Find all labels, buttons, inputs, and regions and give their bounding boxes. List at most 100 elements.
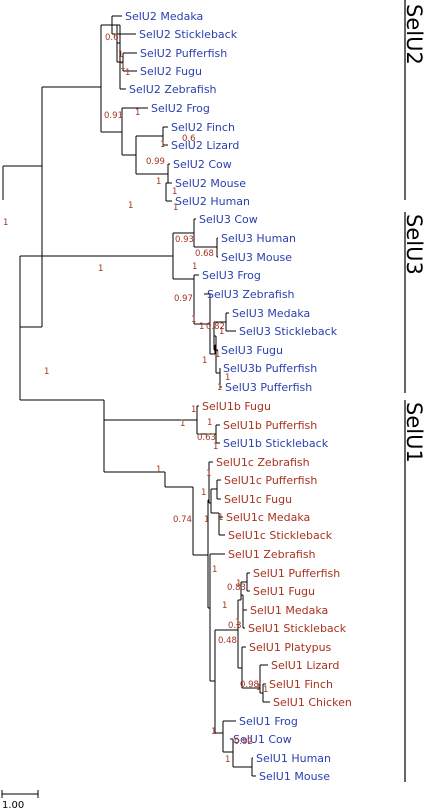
support-value: 0.6 [105,33,119,43]
support-value: 1 [128,201,133,211]
taxon-label: SelU1 Lizard [271,659,339,672]
support-value: 1 [118,50,123,60]
taxon-label: SelU2 Frog [151,102,210,115]
taxon-label: SelU1c Stickleback [228,529,333,542]
taxon-label: SelU3 Mouse [221,251,292,264]
scale-bar-label: 1.00 [2,800,24,811]
taxon-label: SelU1c Zebrafish [216,456,310,469]
taxon-label: SelU1 Mouse [259,770,330,783]
support-value: 0.92 [234,737,253,747]
support-value: 1 [206,469,211,479]
clade-label-selu2: SelU2 [402,4,425,65]
taxon-label: SelU1 Stickleback [248,622,347,635]
support-value: 0.91 [104,111,123,121]
support-value: 1 [135,108,140,118]
support-value: 1 [172,187,177,197]
scale-bar: 1.00 [1,790,39,811]
taxon-label: SelU1c Fugu [224,493,292,506]
taxon-label: SelU1 Zebrafish [228,548,316,561]
support-value: 1 [201,488,206,498]
support-value: 0.68 [195,249,214,259]
taxon-label: SelU1 Cow [233,733,292,746]
taxon-label: SelU1 Medaka [250,604,328,617]
support-value: 1 [191,315,196,325]
support-value: 1 [98,264,103,274]
support-value: 1 [120,62,125,72]
support-value: 1 [213,442,218,452]
support-value: 1 [211,727,216,737]
taxon-labels: SelU2 Medaka SelU2 Stickleback SelU2 Puffe… [125,10,352,783]
taxon-label: SelU3 Zebrafish [207,288,295,301]
support-value: 0.82 [206,322,225,332]
support-value: 0.97 [174,294,193,304]
taxon-label: SelU3 Medaka [232,307,310,320]
support-value: 1 [3,218,8,228]
support-value: 0.48 [218,636,237,646]
taxon-label: SelU1c Pufferfish [224,474,317,487]
taxon-label: SelU3 Pufferfish [225,381,312,394]
taxon-label: SelU1b Stickleback [223,437,329,450]
taxon-label: SelU3 Stickleback [239,325,338,338]
support-value: 0.63 [197,433,216,443]
taxon-label: SelU1 Frog [239,715,298,728]
support-value: 0.83 [227,583,246,593]
taxon-label: SelU2 Lizard [171,139,239,152]
clade-brackets: SelU2 SelU3 SelU1 [402,0,425,782]
taxon-label: SelU3b Pufferfish [223,362,317,375]
taxon-label: SelU1 Chicken [273,696,352,709]
taxon-label: SelU1b Fugu [202,400,271,413]
support-value: 1 [199,322,204,332]
taxon-label: SelU2 Zebrafish [129,83,217,96]
taxon-label: SelU2 Fugu [140,65,202,78]
taxon-label: SelU1 Fugu [253,585,315,598]
support-value: 1 [215,350,220,360]
support-value: 1 [225,373,230,383]
support-value: 1 [156,177,161,187]
support-value: 0.3 [228,621,242,631]
support-value: 1 [156,465,161,475]
clade-label-selu1: SelU1 [402,402,425,463]
taxon-label: SelU3 Human [221,232,296,245]
taxon-label: SelU2 Human [175,195,250,208]
support-value: 1 [125,68,130,78]
support-value: 1 [236,579,241,589]
support-value: 1 [256,683,261,693]
support-value: 1 [180,419,185,429]
taxon-label: SelU1 Pufferfish [253,567,340,580]
support-value: 0.98 [240,680,259,690]
taxon-label: SelU3 Frog [202,269,261,282]
support-value: 1 [202,356,207,366]
support-value: 1 [225,755,230,765]
support-value: 1 [204,515,209,525]
support-value: 1 [160,140,165,150]
support-value: 1 [207,418,212,428]
support-value: 1 [219,327,224,337]
tree-branches [2,15,270,777]
support-value: 1 [217,383,222,393]
support-value: 0.99 [146,157,165,167]
taxon-label: SelU2 Medaka [125,10,203,23]
taxon-label: SelU1c Medaka [226,511,310,524]
support-value: 0.74 [173,515,192,525]
support-value: 1 [222,601,227,611]
taxon-label: SelU2 Pufferfish [140,47,227,60]
taxon-label: SelU2 Stickleback [139,28,238,41]
taxon-label: SelU3 Fugu [221,344,283,357]
support-value: 0.6 [182,134,196,144]
taxon-label: SelU1 Finch [269,678,333,691]
clade-label-selu3: SelU3 [402,214,425,275]
taxon-label: SelU2 Finch [171,121,235,134]
taxon-label: SelU3 Cow [199,213,258,226]
taxon-label: SelU1 Platypus [249,641,332,654]
support-value: 1 [173,203,178,213]
taxon-label: SelU2 Mouse [175,177,246,190]
taxon-label: SelU1b Pufferfish [223,419,317,432]
taxon-label: SelU1 Human [256,752,331,765]
support-value: 1 [212,565,217,575]
taxon-label: SelU2 Cow [173,158,232,171]
support-value: 1 [44,367,49,377]
support-value: 1 [191,405,196,415]
support-value: 1 [218,513,223,523]
support-value: 1 [263,685,268,695]
